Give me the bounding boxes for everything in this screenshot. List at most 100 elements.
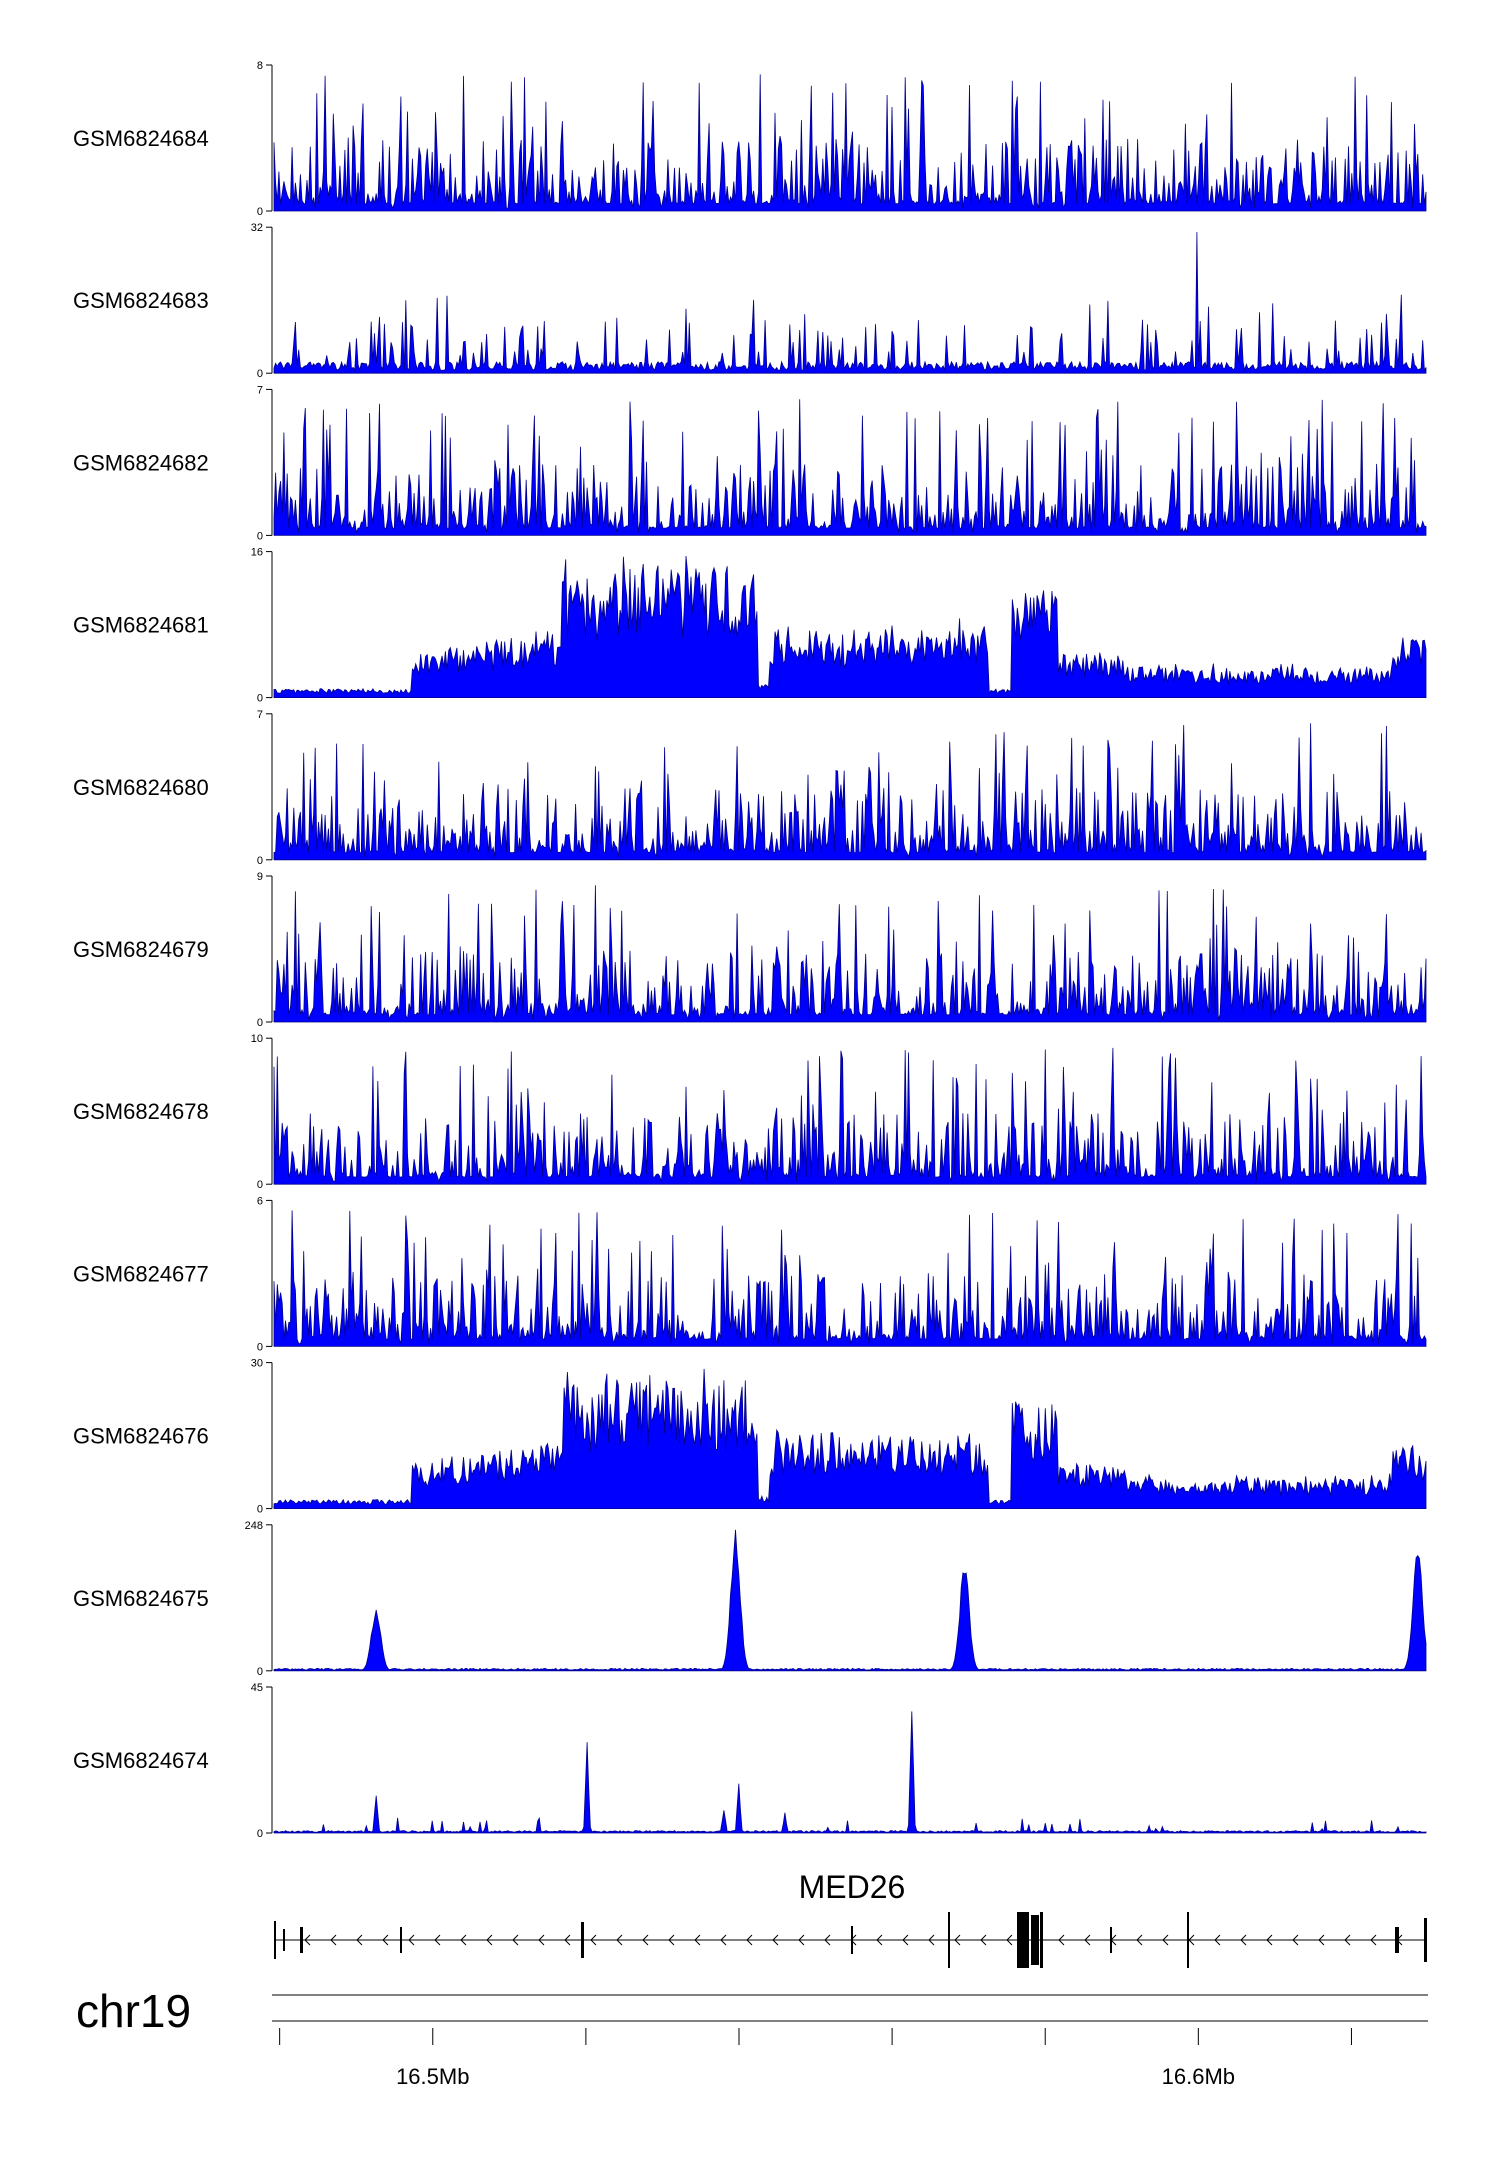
exon <box>1395 1927 1399 1953</box>
gene-model-med26 <box>274 1912 1427 1968</box>
track-GSM6824677: GSM6824677 6 0 <box>73 1195 1427 1353</box>
strand-arrow <box>486 1934 493 1946</box>
exon <box>400 1927 402 1953</box>
track-label: GSM6824684 <box>73 126 209 151</box>
exon <box>851 1926 853 1954</box>
y-axis-max-label: 16 <box>251 547 263 559</box>
y-axis-min-label: 0 <box>257 693 263 705</box>
strand-arrow <box>408 1934 415 1946</box>
strand-arrow <box>980 1934 987 1946</box>
y-axis-min-label: 0 <box>257 1504 263 1516</box>
strand-arrow <box>616 1934 623 1946</box>
strand-arrow <box>434 1934 441 1946</box>
strand-arrow <box>772 1934 779 1946</box>
y-axis-min-label: 0 <box>257 1179 263 1191</box>
coverage-area <box>273 232 1427 374</box>
track-GSM6824682: GSM6824682 7 0 <box>73 384 1427 542</box>
track-GSM6824678: GSM6824678 10 0 <box>73 1033 1427 1191</box>
track-label: GSM6824674 <box>73 1748 209 1773</box>
y-axis-max-label: 30 <box>251 1358 263 1370</box>
strand-arrow <box>1058 1934 1065 1946</box>
y-axis-min-label: 0 <box>257 1666 263 1678</box>
track-GSM6824683: GSM6824683 32 0 <box>73 222 1427 380</box>
strand-arrow <box>876 1934 883 1946</box>
exon <box>283 1929 285 1951</box>
exon <box>1040 1912 1043 1968</box>
exon <box>1110 1927 1112 1953</box>
coverage-area <box>273 723 1427 861</box>
coverage-area <box>273 74 1427 212</box>
y-axis-max-label: 8 <box>257 60 263 72</box>
chromosome-label: chr19 <box>76 1985 191 2037</box>
strand-arrow <box>1370 1934 1377 1946</box>
x-axis-tick-label: 16.5Mb <box>396 2064 469 2089</box>
strand-arrow <box>1136 1934 1143 1946</box>
track-GSM6824684: GSM6824684 8 0 <box>73 60 1427 218</box>
track-label: GSM6824677 <box>73 1261 209 1286</box>
strand-arrow <box>1084 1934 1091 1946</box>
coverage-area <box>273 555 1427 698</box>
strand-arrow <box>1292 1934 1299 1946</box>
strand-arrow <box>824 1934 831 1946</box>
strand-arrow <box>668 1934 675 1946</box>
track-label: GSM6824679 <box>73 937 209 962</box>
track-label: GSM6824681 <box>73 613 209 638</box>
strand-arrow <box>1240 1934 1247 1946</box>
strand-arrow <box>1214 1934 1221 1946</box>
x-axis-tick-label: 16.6Mb <box>1162 2064 1235 2089</box>
strand-arrow <box>1006 1934 1013 1946</box>
strand-arrow <box>954 1934 961 1946</box>
y-axis-max-label: 45 <box>251 1682 263 1694</box>
track-GSM6824674: GSM6824674 45 0 <box>73 1682 1427 1840</box>
gene-track: MED26 <box>274 1869 1427 1968</box>
strand-arrow <box>928 1934 935 1946</box>
strand-arrow <box>356 1934 363 1946</box>
y-axis-min-label: 0 <box>257 1341 263 1353</box>
strand-arrow <box>1162 1934 1169 1946</box>
y-axis-max-label: 248 <box>245 1520 263 1532</box>
y-axis-min-label: 0 <box>257 206 263 218</box>
track-GSM6824676: GSM6824676 30 0 <box>73 1358 1427 1516</box>
strand-arrow <box>694 1934 701 1946</box>
strand-arrow <box>798 1934 805 1946</box>
strand-arrow <box>1344 1934 1351 1946</box>
strand-arrow <box>304 1934 311 1946</box>
exon <box>1031 1915 1039 1965</box>
track-label: GSM6824680 <box>73 775 209 800</box>
track-label: GSM6824676 <box>73 1424 209 1449</box>
track-label: GSM6824678 <box>73 1099 209 1124</box>
strand-arrow <box>590 1934 597 1946</box>
exon <box>274 1921 276 1959</box>
coverage-area <box>273 885 1427 1023</box>
y-axis-max-label: 6 <box>257 1195 263 1207</box>
strand-arrow <box>1318 1934 1325 1946</box>
y-axis-min-label: 0 <box>257 855 263 867</box>
exon <box>581 1922 584 1958</box>
track-GSM6824681: GSM6824681 16 0 <box>73 547 1427 705</box>
exon <box>1017 1912 1029 1968</box>
track-GSM6824679: GSM6824679 9 0 <box>73 871 1427 1029</box>
strand-arrow <box>1266 1934 1273 1946</box>
y-axis-max-label: 32 <box>251 222 263 234</box>
y-axis-min-label: 0 <box>257 530 263 542</box>
coverage-area <box>273 1529 1427 1672</box>
strand-arrow <box>512 1934 519 1946</box>
exon <box>1424 1918 1427 1962</box>
y-axis-max-label: 7 <box>257 709 263 721</box>
y-axis-min-label: 0 <box>257 1017 263 1029</box>
strand-arrow <box>330 1934 337 1946</box>
genome-coordinate-axis: 16.5Mb 16.6Mb <box>279 2028 1352 2089</box>
chromosome-axis: chr19 16.5Mb 16.6Mb <box>76 1985 1428 2089</box>
strand-arrow <box>564 1934 571 1946</box>
track-label: GSM6824682 <box>73 450 209 475</box>
strand-arrow <box>642 1934 649 1946</box>
exon <box>300 1927 303 1953</box>
y-axis-min-label: 0 <box>257 1828 263 1840</box>
strand-arrow <box>902 1934 909 1946</box>
strand-arrow <box>746 1934 753 1946</box>
coverage-area <box>273 1047 1427 1185</box>
track-label: GSM6824683 <box>73 288 209 313</box>
coverage-area <box>273 399 1427 536</box>
strand-arrow <box>538 1934 545 1946</box>
